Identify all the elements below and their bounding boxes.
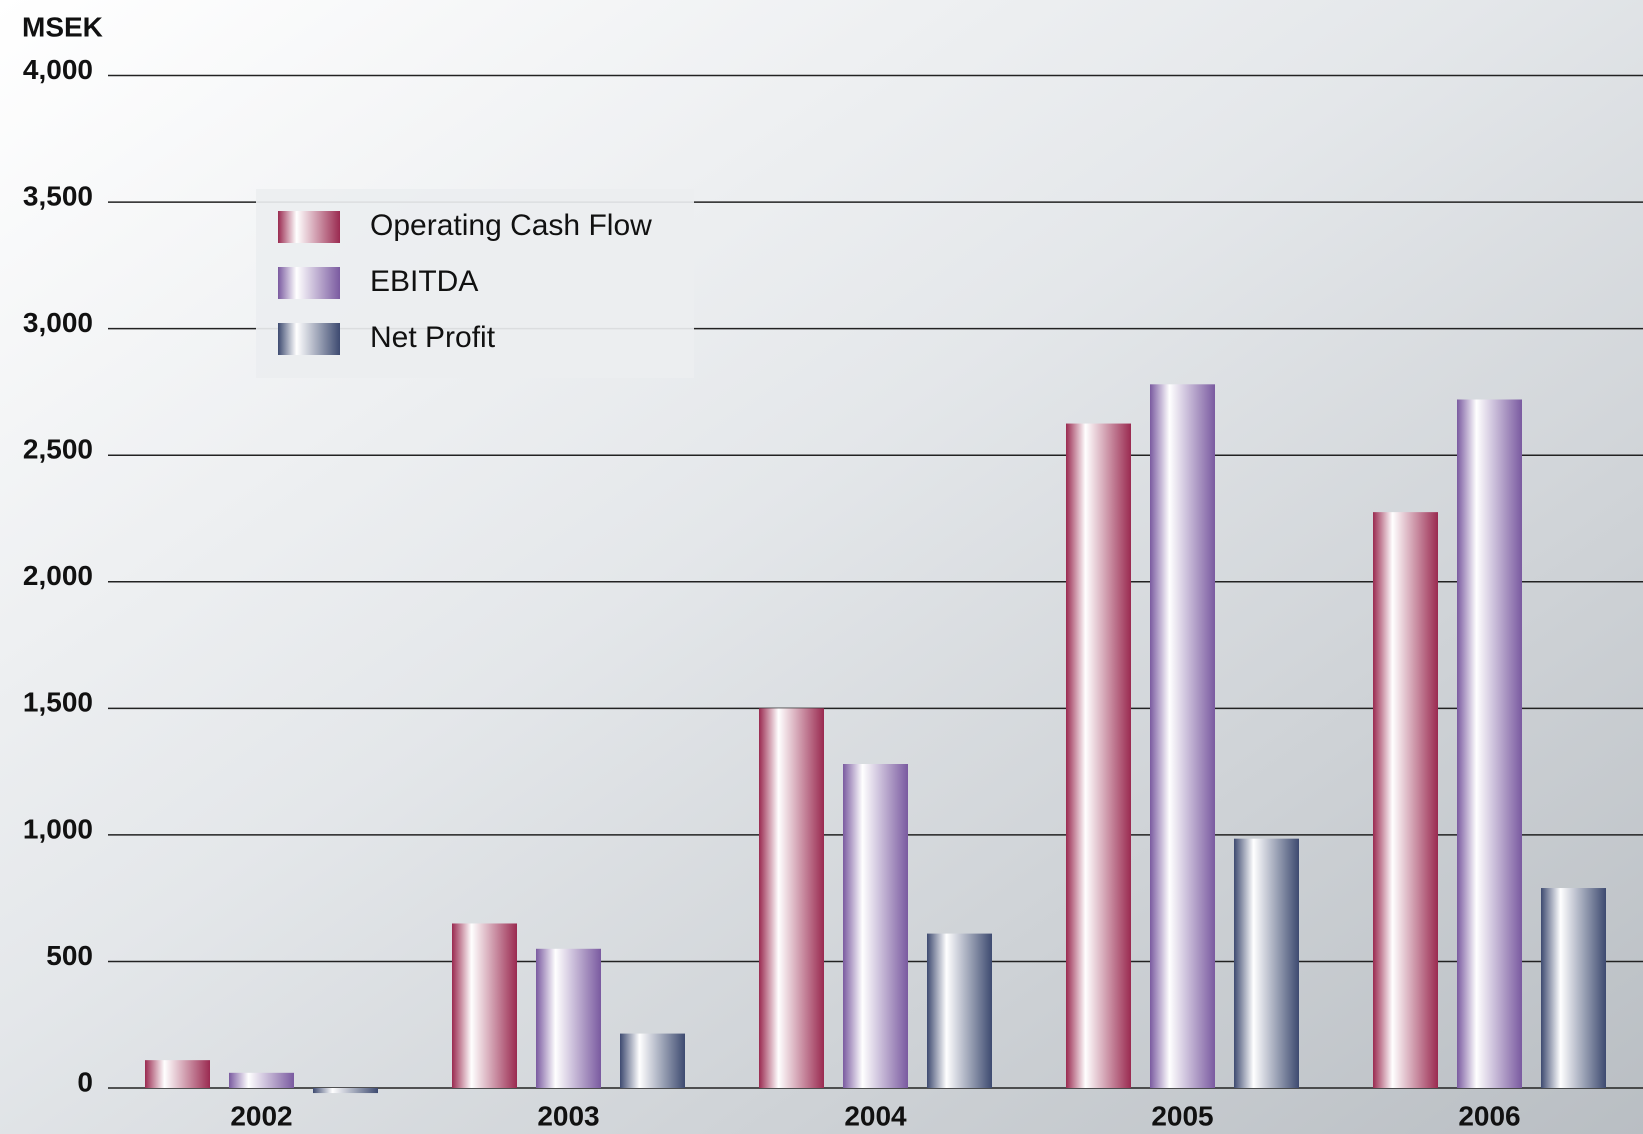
y-tick-label: 500: [46, 940, 93, 971]
y-tick-label: 4,000: [23, 54, 93, 85]
bar: [843, 764, 908, 1088]
x-tick-label: 2004: [844, 1100, 907, 1131]
bar: [145, 1060, 210, 1088]
legend-label: EBITDA: [370, 265, 478, 298]
legend-label: Operating Cash Flow: [370, 209, 652, 242]
legend-swatch: [278, 267, 340, 299]
y-tick-label: 2,500: [23, 434, 93, 465]
x-tick-label: 2002: [230, 1100, 292, 1131]
bar: [1150, 384, 1215, 1088]
x-tick-label: 2003: [537, 1100, 599, 1131]
bar: [620, 1034, 685, 1088]
legend-label: Net Profit: [370, 321, 496, 354]
bar: [927, 934, 992, 1088]
y-tick-label: 3,000: [23, 307, 93, 338]
bar: [536, 949, 601, 1088]
bar: [759, 708, 824, 1088]
bar: [229, 1073, 294, 1088]
bar: [1373, 512, 1438, 1088]
y-tick-label: 0: [77, 1066, 93, 1097]
y-tick-label: 1,500: [23, 687, 93, 718]
y-tick-label: 1,000: [23, 813, 93, 844]
y-tick-label: 3,500: [23, 180, 93, 211]
bar: [313, 1088, 378, 1093]
bar: [1457, 400, 1522, 1089]
bar: [1541, 888, 1606, 1088]
bar: [1066, 424, 1131, 1088]
bar: [452, 923, 517, 1088]
legend-swatch: [278, 323, 340, 355]
x-tick-label: 2005: [1151, 1100, 1213, 1131]
chart: MSEK 0 500 1,000 1,500 2,000 2,500 3,000 3,500 4…: [0, 0, 1643, 1134]
bar: [1234, 839, 1299, 1088]
y-axis-label: MSEK: [22, 11, 103, 42]
x-tick-label: 2006: [1458, 1100, 1520, 1131]
legend-swatch: [278, 211, 340, 243]
y-tick-label: 2,000: [23, 560, 93, 591]
